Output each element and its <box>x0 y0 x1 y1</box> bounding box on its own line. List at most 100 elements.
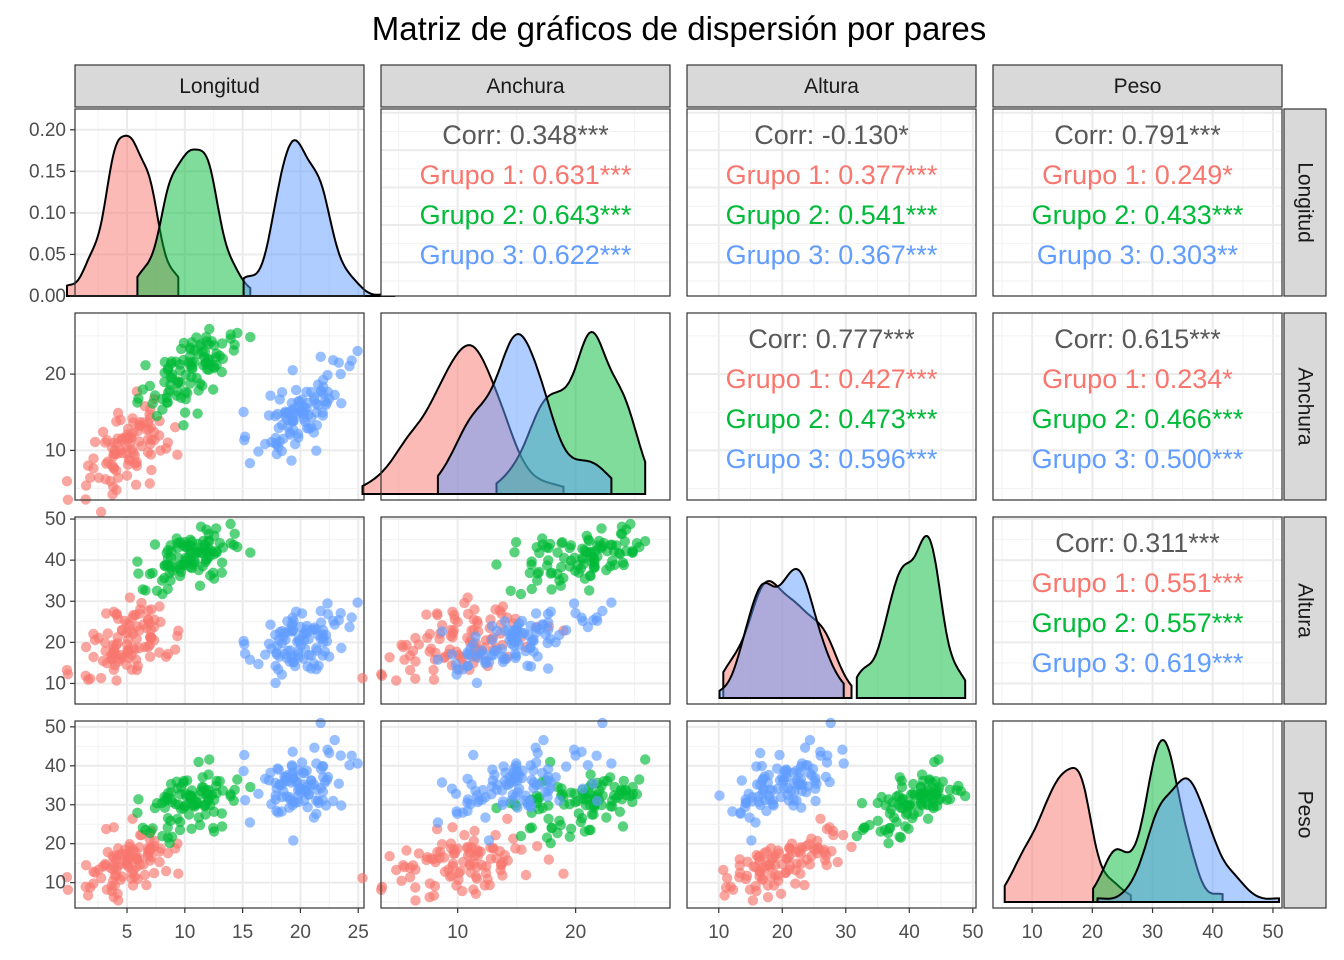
scatter-point <box>799 879 810 891</box>
scatter-point <box>270 660 281 672</box>
scatter-point <box>471 790 483 801</box>
scatter-point <box>132 556 143 567</box>
scatter-point <box>137 822 148 833</box>
scatter-point <box>102 628 114 639</box>
scatter-point <box>617 821 629 832</box>
scatter-point <box>95 506 107 518</box>
scatter-point <box>799 742 811 753</box>
scatter-point <box>225 518 236 530</box>
scatter-point <box>740 794 751 805</box>
panel-anchura-peso: Corr: 0.615*** Grupo 1: 0.234* Grupo 2: 0.… <box>992 312 1283 501</box>
strip-right-label-anchura: Anchura <box>1294 367 1317 446</box>
scatter-point <box>85 472 96 483</box>
scatter-point <box>260 649 271 660</box>
scatter-point <box>431 608 443 619</box>
scatter-point <box>483 835 495 846</box>
scatter-point <box>768 880 780 891</box>
panel-altura-anchura <box>357 516 671 705</box>
scatter-point <box>308 658 320 669</box>
scatter-point <box>306 779 317 790</box>
scatter-point <box>352 597 363 608</box>
scatter-point <box>95 872 107 884</box>
scatter-point <box>476 859 488 871</box>
scatter-point <box>588 562 599 574</box>
strip-right-label-altura: Altura <box>1294 583 1317 638</box>
scatter-point <box>131 664 142 676</box>
scatter-point <box>509 773 520 784</box>
scatter-point <box>175 392 187 403</box>
scatter-point <box>825 717 836 729</box>
scatter-point <box>634 774 645 785</box>
scatter-point <box>173 868 184 879</box>
scatter-point <box>480 812 491 823</box>
x-tick-label: 40 <box>1202 922 1223 943</box>
corr-overall-label: Corr: 0.311*** <box>1055 528 1220 558</box>
corr-overall-label: Corr: -0.130* <box>754 120 909 150</box>
scatter-point <box>524 567 536 579</box>
panel-border <box>992 516 1283 705</box>
scatter-point <box>462 850 474 861</box>
scatter-point <box>524 823 536 834</box>
scatter-point <box>627 796 638 808</box>
x-tick-label: 20 <box>772 922 793 943</box>
scatter-point <box>111 438 123 449</box>
scatter-point <box>216 567 227 578</box>
y-tick-label: 0.05 <box>29 244 66 265</box>
panel-anchura-altura: Corr: 0.777*** Grupo 1: 0.427*** Grupo 2: … <box>686 312 977 501</box>
scatter-point <box>333 778 344 789</box>
panel-background <box>687 109 976 296</box>
scatter-point <box>413 848 425 859</box>
panel-longitud-anchura: Corr: 0.348*** Grupo 1: 0.631*** Grupo 2: … <box>380 108 671 297</box>
panel-border <box>992 720 1283 909</box>
strip-right-altura <box>1283 516 1327 705</box>
scatter-point <box>279 408 290 419</box>
scatter-point <box>586 809 598 820</box>
scatter-point <box>101 823 112 835</box>
scatter-point <box>276 387 288 398</box>
panel-anchura-longitud <box>61 312 400 518</box>
scatter-point <box>407 860 419 871</box>
scatter-point <box>217 785 229 796</box>
scatter-point <box>204 323 215 335</box>
strip-top-longitud <box>74 64 365 108</box>
scatter-point <box>568 598 580 609</box>
scatter-point <box>357 672 368 684</box>
scatter-point <box>884 823 895 834</box>
scatter-point <box>618 775 629 787</box>
scatter-point <box>85 673 96 684</box>
strip-right-label-longitud: Longitud <box>1294 162 1317 243</box>
scatter-point <box>191 332 202 343</box>
y-tick-label: 10 <box>45 440 66 461</box>
scatter-point <box>293 796 304 808</box>
scatter-point <box>290 384 302 396</box>
scatter-point <box>144 478 155 489</box>
scatter-point <box>260 438 271 450</box>
scatter-point <box>795 779 807 790</box>
scatter-point <box>810 795 821 807</box>
scatter-point <box>564 831 575 842</box>
scatter-point <box>139 641 151 653</box>
scatter-point <box>293 432 304 443</box>
scatter-point <box>174 816 186 828</box>
scatter-point <box>145 843 157 854</box>
scatter-point <box>232 774 243 785</box>
scatter-point <box>308 427 320 438</box>
scatter-point <box>609 781 620 793</box>
scatter-point <box>216 808 227 819</box>
scatter-point <box>828 825 839 837</box>
scatter-point <box>127 880 139 891</box>
panel-border <box>686 108 977 297</box>
scatter-point <box>208 567 219 578</box>
scatter-point <box>192 408 203 419</box>
scatter-point <box>815 813 826 824</box>
scatter-point <box>583 535 595 547</box>
scatter-point <box>497 799 508 811</box>
scatter-point <box>530 742 541 753</box>
scatter-point <box>146 632 157 643</box>
scatter-point <box>216 821 228 832</box>
scatter-point <box>239 639 250 650</box>
scatter-point <box>276 669 287 680</box>
density-grupo-3 <box>242 139 396 297</box>
panel-border <box>380 516 671 705</box>
scatter-point <box>144 651 156 662</box>
